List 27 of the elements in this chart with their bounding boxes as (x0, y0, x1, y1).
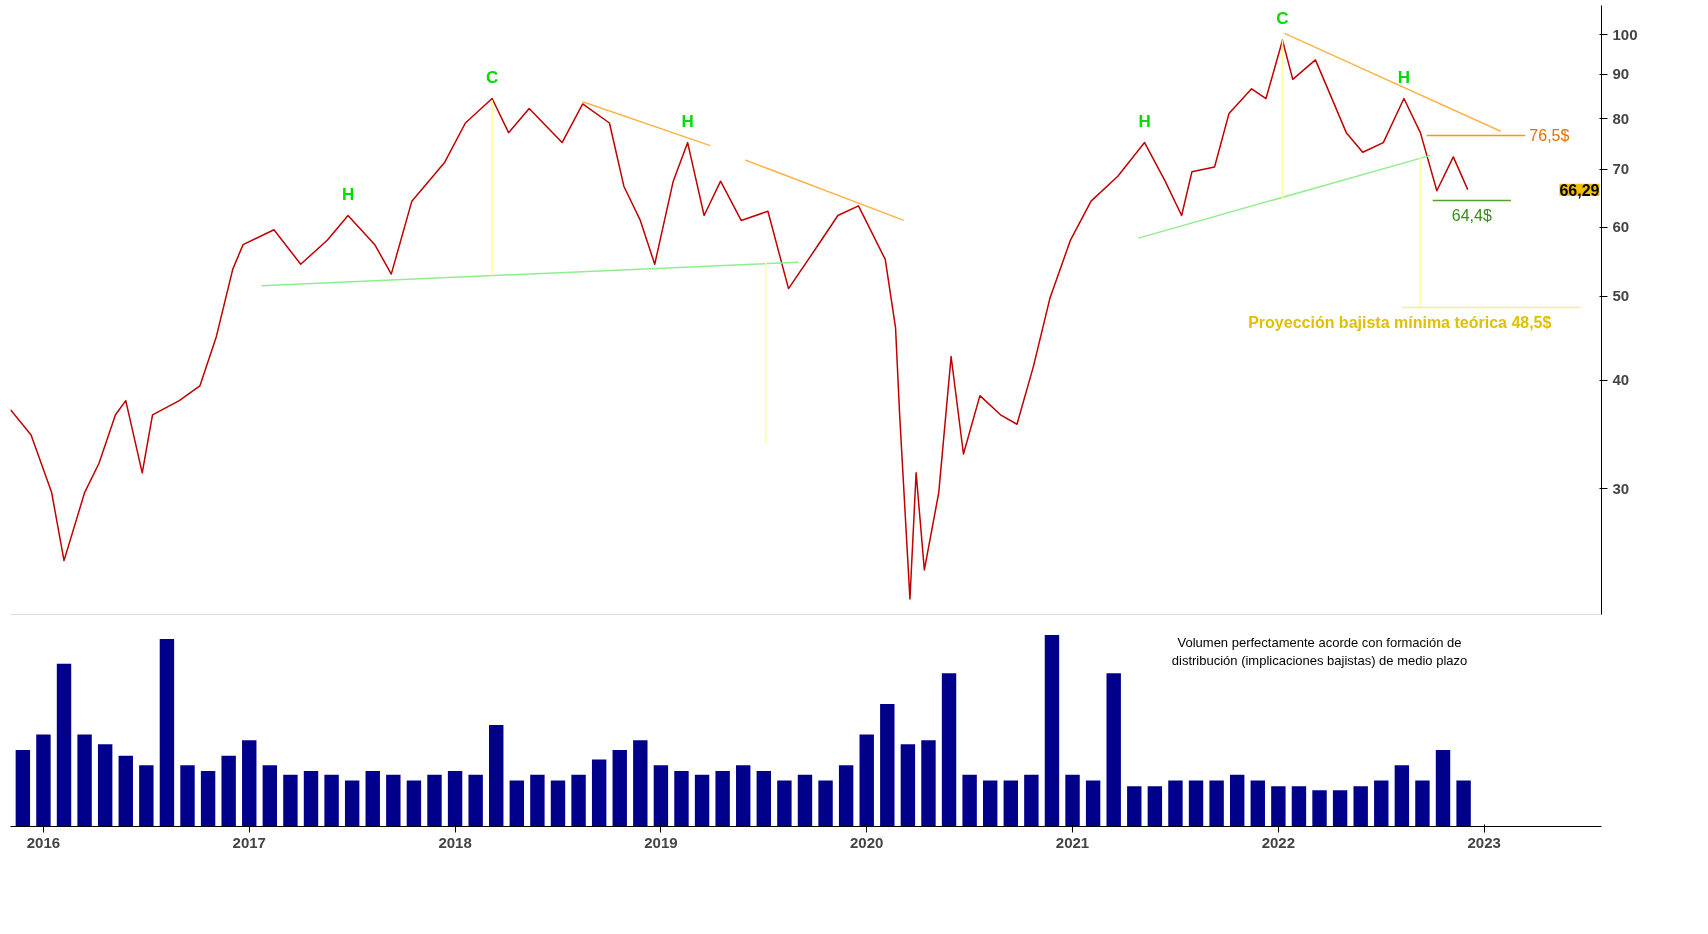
x-tick-label: 2018 (438, 833, 472, 851)
y-tick-label: 90 (1612, 65, 1630, 83)
y-tick-label: 50 (1612, 287, 1630, 305)
annotation: H (681, 111, 694, 131)
annotation: C (485, 67, 499, 87)
annotation: H (341, 184, 355, 204)
annotation: C (1276, 9, 1289, 29)
y-tick-label: 80 (1612, 109, 1630, 127)
y-tick-label: 60 (1612, 218, 1630, 236)
annotation: Proyección bajista mínima teórica 48,5$ (1248, 313, 1552, 331)
x-tick-label: 2022 (1261, 833, 1296, 851)
x-tick-label: 2023 (1467, 833, 1501, 851)
y-tick-label: 40 (1612, 371, 1630, 389)
x-tick-label: 2021 (1055, 833, 1090, 851)
annotation: H (1397, 67, 1411, 87)
x-tick-label: 2020 (850, 833, 884, 851)
x-tick-label: 2019 (644, 833, 678, 851)
x-tick-label: 2017 (232, 833, 266, 851)
annotation: 64,4$ (1451, 206, 1492, 224)
annotation: 76,5$ (1529, 127, 1570, 145)
annotation: Volumen perfectamente acorde con formación de distribución (implicaciones bajistas) de medio plazo (1171, 635, 1468, 669)
x-tick-label: 2016 (26, 833, 61, 851)
y-tick-label: 100 (1612, 25, 1638, 43)
y-tick-label: 70 (1612, 160, 1630, 178)
y-tick-label: 30 (1612, 479, 1630, 497)
annotation: 66,29 (1559, 181, 1600, 199)
annotation: H (1138, 111, 1151, 131)
